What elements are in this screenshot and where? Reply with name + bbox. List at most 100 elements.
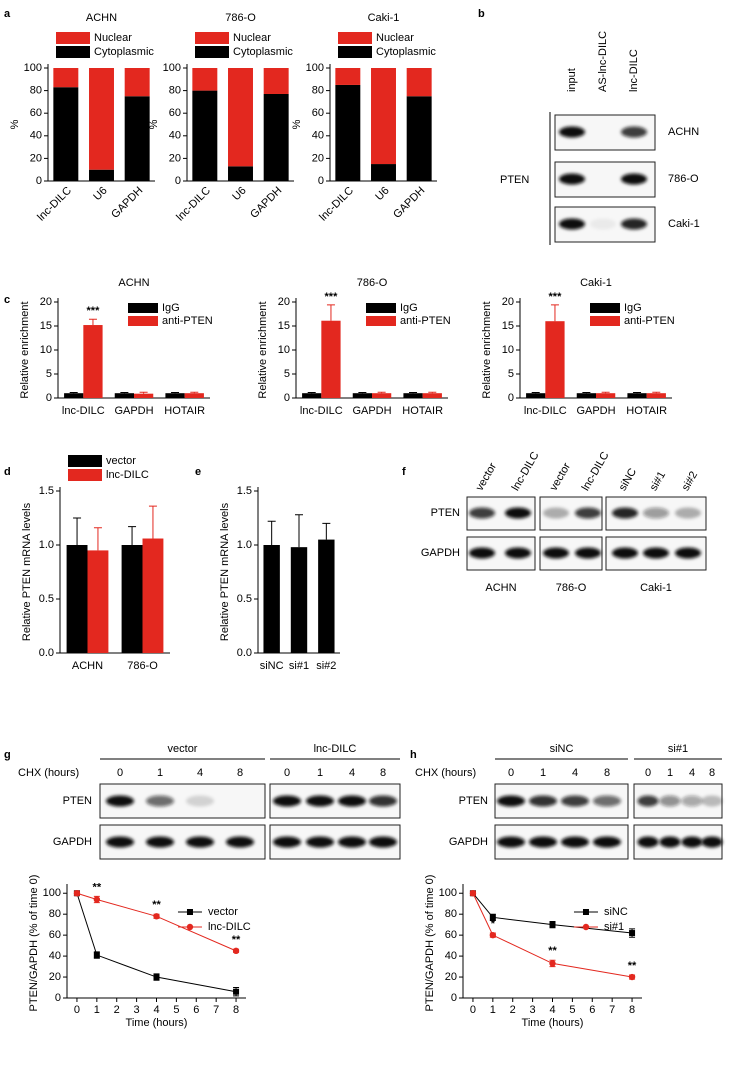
- bar: [290, 547, 308, 653]
- x-tick-label: 6: [193, 1004, 199, 1016]
- legend-label: lnc-DILC: [106, 469, 149, 481]
- legend-swatch: [366, 303, 396, 313]
- legend-label: siNC: [604, 906, 628, 918]
- y-tick-label: 60: [312, 107, 324, 119]
- x-tick-label: 6: [589, 1004, 595, 1016]
- blot-band: [559, 173, 585, 185]
- blot-band: [505, 547, 531, 559]
- bar: [335, 68, 361, 85]
- blot-band: [590, 218, 616, 230]
- legend-label: vector: [208, 906, 238, 918]
- marker: [549, 960, 556, 967]
- annotation: ***: [87, 305, 101, 317]
- panel-label: a: [4, 8, 11, 20]
- blot-time: 1: [540, 767, 546, 779]
- blot-band: [529, 836, 557, 848]
- legend-swatch: [68, 455, 102, 467]
- blot-band: [681, 795, 703, 807]
- blot-group-label: 786-O: [556, 582, 587, 594]
- blot-row-label: Caki-1: [668, 218, 700, 230]
- blot-group-label: si#1: [668, 743, 688, 755]
- annotation: **: [152, 899, 161, 911]
- x-tick-label: 4: [153, 1004, 159, 1016]
- blot-column-label: input: [566, 68, 578, 92]
- blot-group-label: ACHN: [485, 582, 516, 594]
- x-axis-label: Time (hours): [522, 1017, 584, 1029]
- legend-label: IgG: [624, 302, 642, 314]
- error-bar: [267, 520, 276, 545]
- bar: [422, 393, 442, 398]
- blot-band: [637, 836, 659, 848]
- y-tick-label: 20: [30, 152, 42, 164]
- series-line: [76, 893, 237, 993]
- blot-band: [612, 547, 638, 559]
- blot-band: [575, 547, 601, 559]
- y-tick-label: 100: [163, 62, 181, 74]
- bar: [89, 68, 114, 170]
- legend-swatch: [366, 316, 396, 326]
- x-tick-label: HOTAIR: [164, 405, 205, 417]
- error-bar: [120, 391, 129, 394]
- error-bar: [582, 391, 591, 394]
- y-axis-label: %: [9, 119, 21, 129]
- marker: [469, 890, 477, 897]
- legend-swatch: [590, 316, 620, 326]
- blot-group-label: siNC: [550, 743, 574, 755]
- x-tick-label: 8: [233, 1004, 239, 1016]
- x-tick-label: lnc-DILC: [62, 405, 105, 417]
- marker: [549, 921, 556, 928]
- y-tick-label: 0: [318, 175, 324, 187]
- blot-row-label: PTEN: [431, 507, 460, 519]
- blot-row-label: GAPDH: [449, 836, 488, 848]
- bar: [124, 96, 150, 181]
- blot-band: [543, 547, 569, 559]
- blot-row-label: 786-O: [668, 173, 699, 185]
- bar: [87, 550, 109, 653]
- marker: [628, 973, 636, 981]
- y-tick-label: 1.5: [39, 485, 54, 497]
- y-tick-label: 0.5: [39, 593, 54, 605]
- error-bar: [88, 318, 97, 326]
- marker: [629, 930, 636, 937]
- y-axis-label: Relative enrichment: [257, 301, 269, 398]
- bar: [318, 539, 335, 653]
- marker: [489, 914, 496, 921]
- bar: [121, 545, 143, 653]
- legend-swatch: [590, 303, 620, 313]
- y-tick-label: 40: [49, 950, 61, 962]
- bar: [53, 68, 79, 88]
- bar: [576, 393, 596, 398]
- y-tick-label: 1.5: [237, 485, 252, 497]
- x-tick-label: GAPDH: [114, 405, 153, 417]
- blot-time: 8: [380, 767, 386, 779]
- legend-label: anti-PTEN: [162, 315, 213, 327]
- legend-label: anti-PTEN: [624, 315, 675, 327]
- bar: [403, 393, 423, 398]
- legend-label: Cytoplasmic: [233, 46, 293, 58]
- blot-row-label: GAPDH: [421, 547, 460, 559]
- error-bar: [148, 505, 157, 539]
- blot-band: [675, 547, 701, 559]
- chart-title: ACHN: [86, 12, 117, 24]
- bar: [263, 68, 289, 94]
- blot-group-label: Caki-1: [640, 582, 672, 594]
- y-tick-label: 0.5: [237, 593, 252, 605]
- error-bar: [322, 522, 331, 540]
- annotation: ***: [549, 291, 563, 303]
- blot-time: 4: [689, 767, 695, 779]
- x-tick-label: 2: [510, 1004, 516, 1016]
- error-bar: [128, 526, 137, 545]
- blot-time: 1: [157, 767, 163, 779]
- x-tick-label: HOTAIR: [626, 405, 667, 417]
- y-tick-label: 60: [49, 929, 61, 941]
- blot-band: [575, 507, 601, 519]
- panel-label: h: [410, 749, 417, 761]
- legend-marker: [186, 909, 193, 915]
- x-tick-label: 4: [549, 1004, 555, 1016]
- chart-title: 786-O: [225, 12, 256, 24]
- x-tick-label: 0: [74, 1004, 80, 1016]
- legend-swatch: [56, 32, 90, 44]
- bar: [83, 325, 103, 398]
